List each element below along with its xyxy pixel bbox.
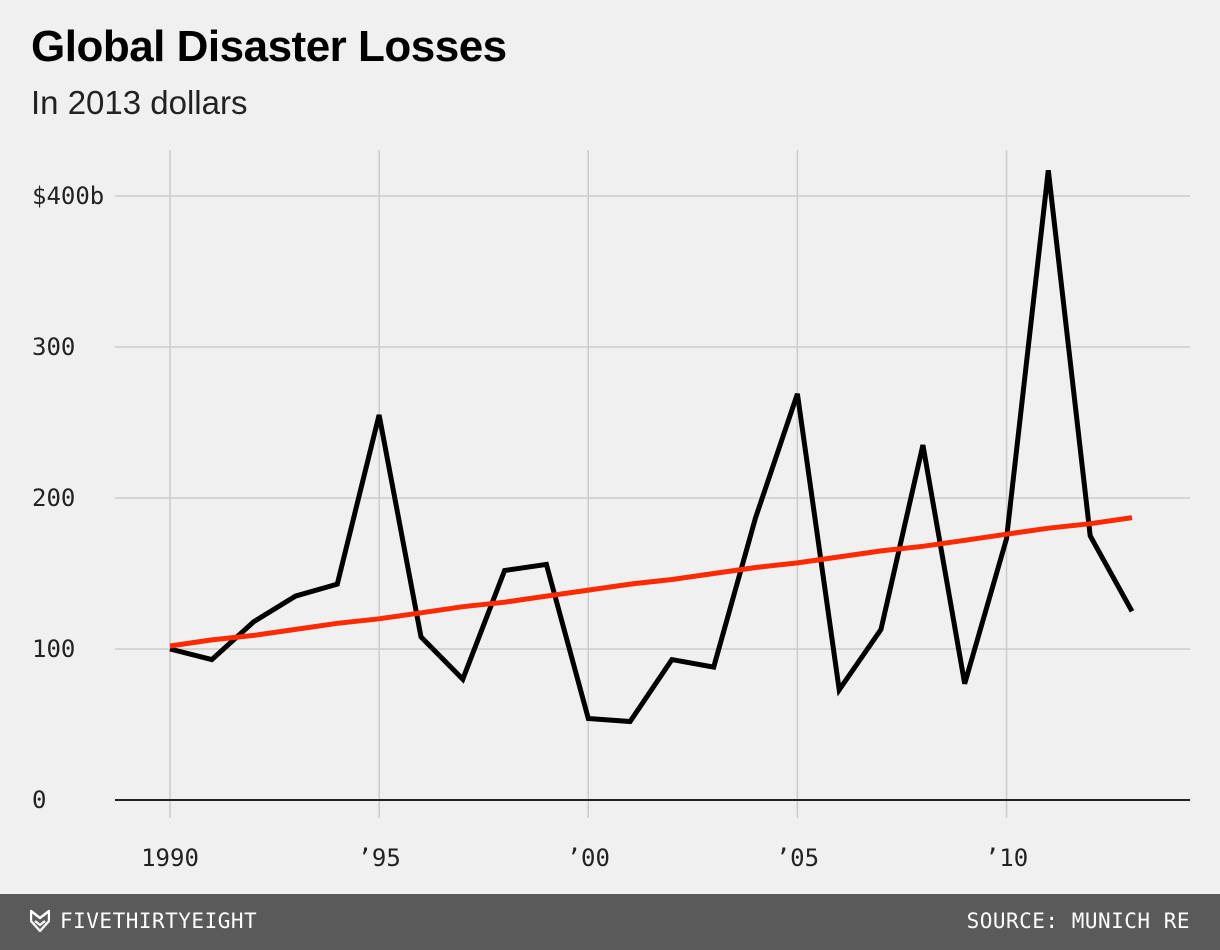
y-tick-label: 100 [32, 635, 75, 663]
chart-subtitle: In 2013 dollars [31, 84, 248, 121]
x-tick-label: ’10 [985, 844, 1028, 872]
line-chart: 0 100 200 300 $400b 1990 ’95 ’00 ’05 ’10 [32, 150, 1190, 872]
series [169, 170, 1135, 725]
y-tick-label: 0 [32, 786, 46, 814]
source-note: SOURCE: MUNICH RE [966, 909, 1190, 933]
trend-line [169, 515, 1133, 649]
brand-name: FIVETHIRTYEIGHT [60, 909, 258, 933]
fox-icon [30, 909, 50, 933]
x-tick-label: ’05 [776, 844, 819, 872]
fivethirtyeight-logo[interactable]: FIVETHIRTYEIGHT [30, 909, 257, 933]
grid [115, 150, 1190, 818]
chart-title: Global Disaster Losses [31, 22, 507, 71]
x-tick-label: ’95 [357, 844, 400, 872]
axes: 0 100 200 300 $400b 1990 ’95 ’00 ’05 ’10 [32, 182, 1190, 872]
footer-bar: FIVETHIRTYEIGHT SOURCE: MUNICH RE [0, 894, 1220, 950]
x-tick-label: 1990 [141, 844, 199, 872]
y-tick-label: 200 [32, 484, 75, 512]
y-tick-label: 300 [32, 333, 75, 361]
losses-series-line [169, 170, 1135, 725]
y-tick-label: $400b [32, 182, 104, 210]
x-tick-label: ’00 [567, 844, 610, 872]
